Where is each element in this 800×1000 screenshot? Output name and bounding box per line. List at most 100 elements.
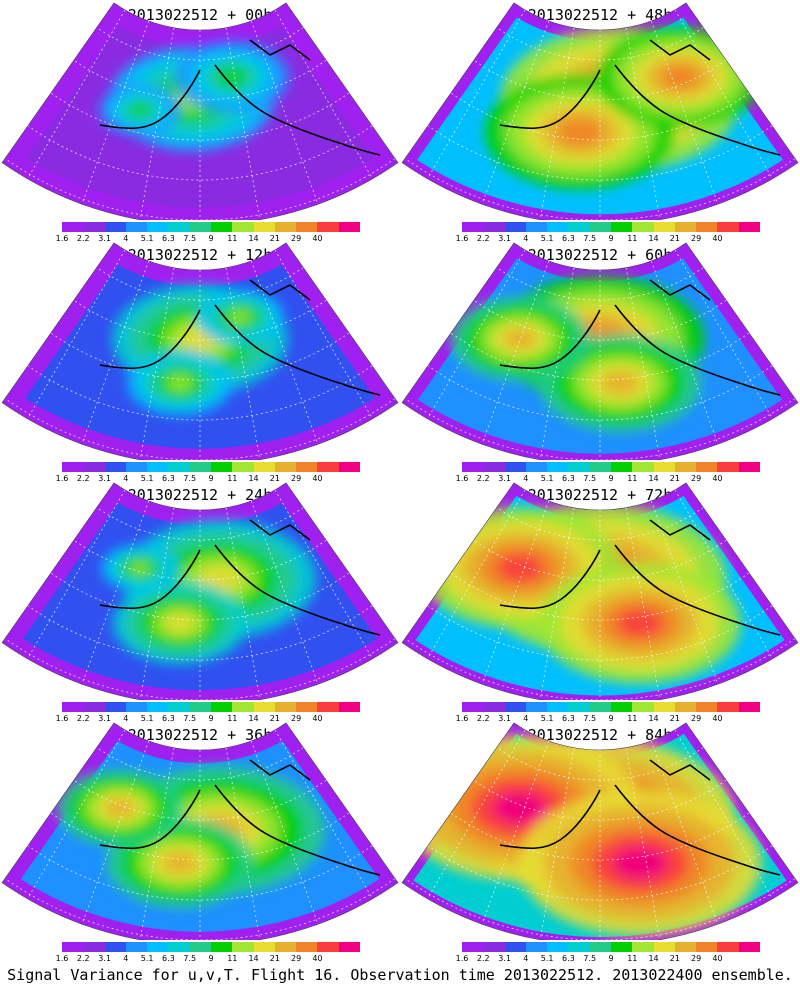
colorbar-tick-label: 11 <box>227 954 238 963</box>
colorbar-swatch <box>483 462 505 472</box>
colorbar-swatch <box>525 222 548 232</box>
colorbar-tick-label: 3.1 <box>498 954 511 963</box>
colorbar-swatch <box>717 702 739 712</box>
colorbar-swatch <box>674 942 697 952</box>
colorbar-swatch <box>168 222 190 232</box>
colorbar-tick-label: 1.6 <box>455 714 469 723</box>
colorbar <box>462 942 760 952</box>
colorbar-swatch <box>610 462 633 472</box>
variance-map <box>401 242 799 460</box>
colorbar-tick-label: 3.1 <box>98 234 111 243</box>
colorbar-swatch <box>462 702 484 712</box>
colorbar-swatch <box>317 942 339 952</box>
colorbar-tick-label: 7.5 <box>183 954 197 963</box>
colorbar-tick-label: 6.3 <box>562 714 575 723</box>
panel-title: 2013022512 + 00h <box>127 6 273 24</box>
colorbar-swatch <box>568 462 590 472</box>
colorbar <box>462 702 760 712</box>
colorbar-swatch <box>632 462 654 472</box>
colorbar-tick-label: 4 <box>123 234 129 243</box>
colorbar-swatch <box>589 222 611 232</box>
figure-caption: Signal Variance for u,v,T. Flight 16. Ob… <box>7 966 793 984</box>
colorbar-swatch <box>147 702 169 712</box>
forecast-panel: 2013022512 + 24h 1.6 2.2 3.1 4 5.1 6.3 7.5 9 11 14… <box>0 480 400 723</box>
colorbar-tick-label: 5.1 <box>540 474 554 483</box>
colorbar-swatch <box>168 462 190 472</box>
colorbar-tick-label: 6.3 <box>162 714 175 723</box>
colorbar-tick-label: 14 <box>648 714 659 723</box>
colorbar-tick-label: 9 <box>608 234 614 243</box>
colorbar-swatch <box>62 942 84 952</box>
colorbar-tick-label: 9 <box>208 234 214 243</box>
colorbar-tick-label: 1.6 <box>55 474 69 483</box>
colorbar-tick-label: 29 <box>691 954 702 963</box>
colorbar-tick-label: 2.2 <box>76 714 90 723</box>
colorbar-swatch <box>483 222 505 232</box>
colorbar-labels: 1.6 2.2 3.1 4 5.1 6.3 7.5 9 11 14 21 29 40 <box>56 474 360 484</box>
colorbar-swatch <box>674 702 697 712</box>
colorbar-swatch <box>568 222 590 232</box>
colorbar-tick-label: 5.1 <box>140 234 154 243</box>
colorbar-swatch <box>696 942 718 952</box>
variance-map <box>401 2 799 220</box>
colorbar-swatch <box>83 462 105 472</box>
colorbar-tick-label: 11 <box>627 954 638 963</box>
colorbar-tick-label: 40 <box>312 474 323 483</box>
colorbar-swatch <box>717 222 739 232</box>
colorbar-swatch <box>632 222 654 232</box>
colorbar-tick-label: 29 <box>691 474 702 483</box>
colorbar-swatch <box>147 942 169 952</box>
colorbar-tick-label: 6.3 <box>562 234 575 243</box>
colorbar-swatch <box>317 462 339 472</box>
colorbar-tick-label: 2.2 <box>76 474 90 483</box>
colorbar-swatch <box>547 462 569 472</box>
colorbar-tick-label: 11 <box>627 474 638 483</box>
colorbar-swatch <box>738 702 760 712</box>
colorbar-tick-label: 29 <box>291 474 302 483</box>
colorbar-swatch <box>504 462 526 472</box>
colorbar-swatch <box>83 702 105 712</box>
colorbar-swatch <box>338 702 360 712</box>
colorbar-tick-label: 7.5 <box>583 954 597 963</box>
panel-title: 2013022512 + 84h <box>527 726 673 744</box>
colorbar-swatch <box>147 222 169 232</box>
colorbar-swatch <box>653 702 675 712</box>
forecast-panel: 2013022512 + 12h 1.6 2.2 3.1 4 5.1 6.3 7.5 9 11 14… <box>0 240 400 483</box>
colorbar-swatch <box>274 462 297 472</box>
colorbar-tick-label: 14 <box>648 234 659 243</box>
colorbar-tick-label: 21 <box>669 234 680 243</box>
colorbar-tick-label: 6.3 <box>162 474 175 483</box>
colorbar-swatch <box>738 462 760 472</box>
colorbar-swatch <box>696 702 718 712</box>
colorbar-swatch <box>738 942 760 952</box>
colorbar-tick-label: 9 <box>608 714 614 723</box>
colorbar-tick-label: 7.5 <box>583 234 597 243</box>
variance-map <box>1 242 399 460</box>
colorbar-swatch <box>104 942 126 952</box>
colorbar-tick-label: 14 <box>248 474 259 483</box>
colorbar-tick-label: 6.3 <box>562 474 575 483</box>
colorbar-tick-label: 1.6 <box>55 954 69 963</box>
colorbar-tick-label: 1.6 <box>455 234 469 243</box>
colorbar-tick-label: 3.1 <box>98 714 111 723</box>
colorbar-tick-label: 40 <box>712 474 723 483</box>
colorbar-tick-label: 40 <box>312 234 323 243</box>
colorbar-tick-label: 1.6 <box>55 714 69 723</box>
colorbar-swatch <box>462 222 484 232</box>
colorbar-tick-label: 4 <box>523 714 529 723</box>
colorbar-swatch <box>253 942 275 952</box>
colorbar-swatch <box>674 462 697 472</box>
colorbar-swatch <box>253 222 275 232</box>
colorbar-swatch <box>589 462 611 472</box>
colorbar-tick-label: 11 <box>227 234 238 243</box>
colorbar-labels: 1.6 2.2 3.1 4 5.1 6.3 7.5 9 11 14 21 29 40 <box>56 714 360 724</box>
colorbar-swatch <box>632 942 654 952</box>
colorbar-swatch <box>104 462 126 472</box>
colorbar-swatch <box>232 942 254 952</box>
forecast-panel: 2013022512 + 60h 1.6 2.2 3.1 4 5.1 6.3 7.5 9 11 14… <box>400 240 800 483</box>
colorbar-tick-label: 6.3 <box>562 954 575 963</box>
colorbar-swatch <box>338 222 360 232</box>
colorbar-tick-label: 4 <box>523 234 529 243</box>
colorbar-tick-label: 14 <box>648 954 659 963</box>
colorbar-swatch <box>589 942 611 952</box>
